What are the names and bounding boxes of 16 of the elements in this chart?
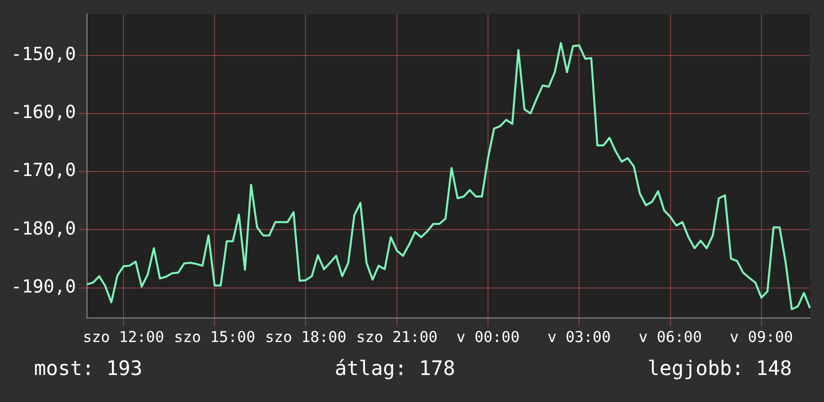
x-tick-label: v 06:00: [638, 328, 702, 346]
x-tick-label: v 09:00: [730, 328, 794, 346]
text: átlag: 178: [334, 356, 456, 380]
text: legjobb: 148: [647, 356, 792, 380]
y-tick-label: -150,0: [10, 44, 76, 65]
x-tick-label: v 00:00: [456, 328, 520, 346]
x-tick-label: szo 12:00: [82, 328, 164, 346]
y-tick-label: -160,0: [10, 102, 76, 124]
x-tick-label: szo 21:00: [356, 328, 438, 346]
x-tick-label: v 03:00: [548, 328, 611, 346]
text: most: 193: [34, 356, 142, 380]
y-tick-label: -170,0: [10, 160, 76, 182]
y-tick-label: -190,0: [10, 276, 76, 298]
x-tick-label: szo 15:00: [174, 328, 256, 346]
x-tick-label: szo 18:00: [265, 328, 346, 346]
y-tick-label: -180,0: [10, 218, 76, 240]
